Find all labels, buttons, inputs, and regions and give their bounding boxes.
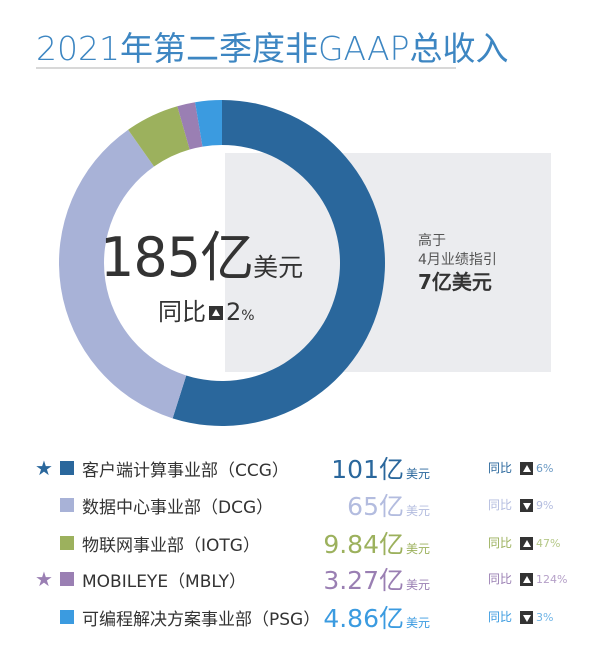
segment-value: 65亿 美元: [347, 487, 430, 523]
yoy-label: 同比: [158, 298, 206, 326]
yoy-percent: 9%: [536, 499, 554, 512]
legend-swatch: [60, 572, 74, 586]
segment-value: 101亿 美元: [331, 450, 430, 486]
yoy-percent: 124%: [536, 573, 568, 586]
guidance-panel: [225, 153, 551, 372]
triangle-down-icon: [520, 499, 534, 512]
star-icon: ★: [35, 456, 53, 480]
legend-row: 可编程解决方案事业部（PSG） 4.86亿 美元 同比 3%: [0, 599, 600, 635]
segment-label: 可编程解决方案事业部（PSG）: [82, 610, 321, 630]
segment-unit: 美元: [405, 504, 430, 518]
guidance-text: 高于 4月业绩指引 7亿美元: [418, 232, 497, 292]
segment-yoy: 同比 9%: [488, 496, 553, 513]
yoy-unit: %: [241, 308, 255, 324]
segment-amount: 4.86亿: [323, 604, 404, 633]
total-revenue: 185亿: [100, 226, 254, 289]
yoy-label: 同比: [488, 461, 513, 475]
segment-value: 4.86亿 美元: [323, 599, 430, 635]
yoy-percent: 47%: [536, 537, 561, 550]
guidance-line2: 4月业绩指引: [418, 252, 497, 268]
yoy-percent: 6%: [536, 462, 554, 475]
legend-swatch: [60, 461, 74, 475]
donut-slice-1: [58, 129, 187, 419]
donut-slice-3: [177, 102, 203, 150]
legend-swatch: [60, 610, 74, 624]
legend-row: 物联网事业部（IOTG） 9.84亿 美元 同比 47%: [0, 525, 600, 561]
segment-unit: 美元: [405, 542, 430, 556]
guidance-line1: 高于: [418, 233, 446, 249]
yoy-label: 同比: [488, 498, 513, 512]
triangle-up-icon: [209, 306, 223, 320]
segment-unit: 美元: [405, 578, 430, 592]
segment-value: 3.27亿 美元: [323, 561, 430, 597]
page-title: 2021年第二季度非GAAP总收入: [36, 29, 509, 68]
segment-amount: 101亿: [331, 455, 404, 484]
donut-slice-4: [195, 100, 222, 147]
segment-label: 客户端计算事业部（CCG）: [82, 461, 289, 481]
total-yoy: 同比 2%: [158, 292, 350, 327]
legend-row: ★ MOBILEYE（MBLY） 3.27亿 美元 同比 124%: [0, 561, 600, 597]
title-divider: [36, 67, 456, 69]
segment-yoy: 同比 6%: [488, 459, 553, 476]
segment-unit: 美元: [405, 616, 430, 630]
segment-unit: 美元: [405, 467, 430, 481]
donut-chart: [58, 100, 385, 426]
yoy-label: 同比: [488, 536, 513, 550]
legend-swatch: [60, 536, 74, 550]
segment-value: 9.84亿 美元: [323, 525, 430, 561]
segment-label: 物联网事业部（IOTG）: [82, 536, 260, 556]
segment-amount: 65亿: [347, 492, 404, 521]
segment-yoy: 同比 3%: [488, 608, 553, 625]
donut-slice-2: [128, 106, 190, 167]
legend-swatch: [60, 498, 74, 512]
donut-slice-0: [172, 100, 385, 426]
segment-amount: 3.27亿: [323, 566, 404, 595]
legend-row: 数据中心事业部（DCG） 65亿 美元 同比 9%: [0, 487, 600, 523]
segment-yoy: 同比 124%: [488, 570, 567, 587]
segment-amount: 9.84亿: [323, 530, 404, 559]
yoy-percent: 3%: [536, 611, 554, 624]
segment-label: MOBILEYE（MBLY）: [82, 572, 246, 592]
yoy-value: 2: [226, 298, 242, 326]
triangle-up-icon: [520, 573, 534, 586]
total-unit: 美元: [253, 253, 304, 282]
star-icon: ★: [35, 567, 53, 591]
triangle-up-icon: [520, 537, 534, 550]
donut-center: 185亿美元 同比 2%: [100, 228, 350, 327]
yoy-label: 同比: [488, 610, 513, 624]
segment-label: 数据中心事业部（DCG）: [82, 498, 274, 518]
legend-row: ★ 客户端计算事业部（CCG） 101亿 美元 同比 6%: [0, 450, 600, 486]
yoy-label: 同比: [488, 572, 513, 586]
triangle-down-icon: [520, 611, 534, 624]
segment-yoy: 同比 47%: [488, 534, 560, 551]
triangle-up-icon: [520, 462, 534, 475]
guidance-amount: 7亿美元: [418, 270, 492, 294]
